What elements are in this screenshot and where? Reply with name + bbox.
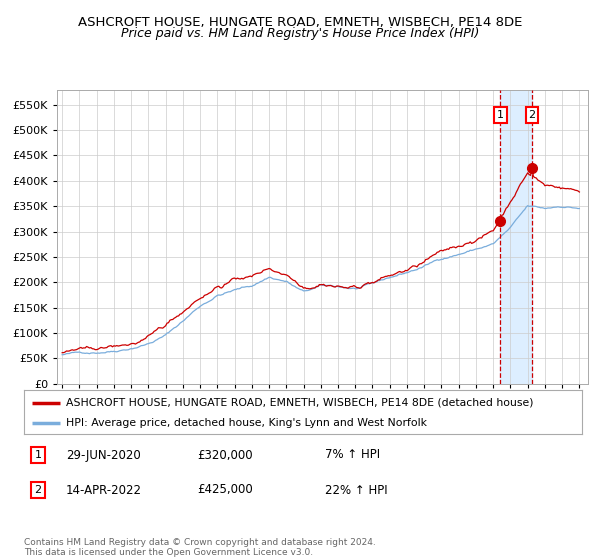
Text: 1: 1 <box>34 450 41 460</box>
Text: ASHCROFT HOUSE, HUNGATE ROAD, EMNETH, WISBECH, PE14 8DE (detached house): ASHCROFT HOUSE, HUNGATE ROAD, EMNETH, WI… <box>66 398 533 408</box>
Text: HPI: Average price, detached house, King's Lynn and West Norfolk: HPI: Average price, detached house, King… <box>66 418 427 428</box>
Text: ASHCROFT HOUSE, HUNGATE ROAD, EMNETH, WISBECH, PE14 8DE: ASHCROFT HOUSE, HUNGATE ROAD, EMNETH, WI… <box>78 16 522 29</box>
Text: Contains HM Land Registry data © Crown copyright and database right 2024.
This d: Contains HM Land Registry data © Crown c… <box>24 538 376 557</box>
Text: 29-JUN-2020: 29-JUN-2020 <box>66 449 140 461</box>
Text: 1: 1 <box>497 110 504 120</box>
Text: 2: 2 <box>34 485 41 495</box>
Text: 2: 2 <box>529 110 536 120</box>
Text: 22% ↑ HPI: 22% ↑ HPI <box>325 483 388 497</box>
Text: £425,000: £425,000 <box>197 483 253 497</box>
Bar <box>500 90 532 384</box>
Text: 14-APR-2022: 14-APR-2022 <box>66 483 142 497</box>
Text: £320,000: £320,000 <box>197 449 253 461</box>
Text: Price paid vs. HM Land Registry's House Price Index (HPI): Price paid vs. HM Land Registry's House … <box>121 27 479 40</box>
Text: 7% ↑ HPI: 7% ↑ HPI <box>325 449 380 461</box>
